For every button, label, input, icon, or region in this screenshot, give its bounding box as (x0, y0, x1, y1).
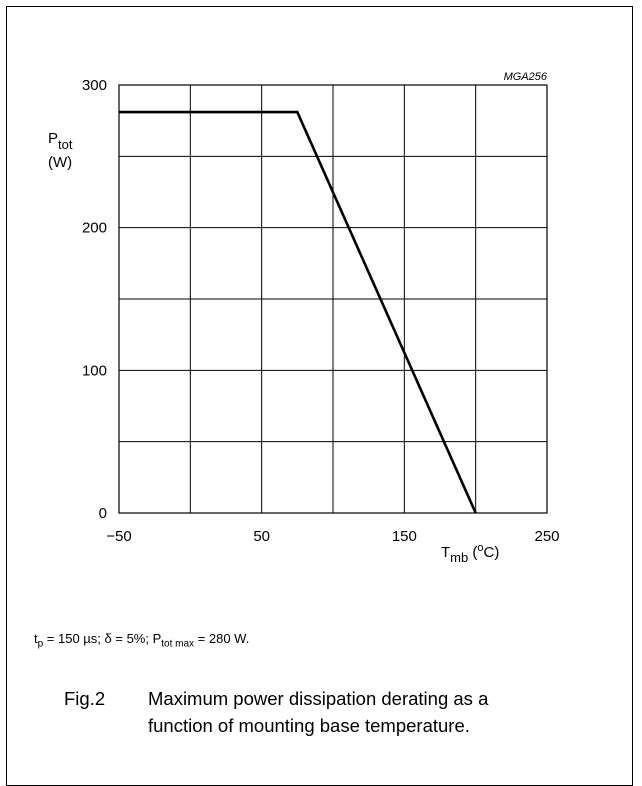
caption-line-2: function of mounting base temperature. (148, 715, 470, 736)
x-axis-unit-close: C) (484, 544, 500, 561)
plot-area-border (118, 84, 548, 514)
chart-grid (118, 84, 548, 514)
figure-code: MGA256 (504, 71, 548, 83)
y-axis-label: Ptot (48, 130, 73, 152)
caption-text: Maximum power dissipation derating as a f… (148, 685, 568, 739)
x-tick-label: 250 (534, 528, 559, 545)
x-axis-unit-open: ( (468, 544, 477, 561)
series-layer (119, 110, 477, 514)
y-tick-label: 300 (82, 77, 107, 94)
x-tick-label: −50 (106, 528, 131, 545)
note-text-a: = 150 µs; δ = 5%; P (43, 631, 162, 646)
y-tick-label: 100 (82, 362, 107, 379)
x-axis-subscript: mb (450, 550, 468, 565)
note-t: t (34, 631, 38, 646)
y-tick-label: 200 (82, 220, 107, 237)
x-tick-label: 150 (392, 528, 417, 545)
x-axis-label: Tmb (oC) (441, 542, 499, 565)
note-t-sub: p (37, 638, 44, 650)
y-axis-symbol: P (48, 130, 58, 147)
test-conditions-note: tp = 150 µs; δ = 5%; Ptot max = 280 W. (34, 631, 249, 650)
x-axis-unit-sup: o (477, 542, 483, 554)
figure-number: Fig.2 (64, 688, 106, 709)
figure-caption: Fig.2 Maximum power dissipation derating … (64, 685, 568, 739)
y-axis-unit: (W) (48, 154, 72, 171)
y-axis-subscript: tot (58, 137, 73, 152)
y-tick-label: 0 (99, 505, 107, 522)
note-p-sub: tot max (161, 638, 195, 650)
x-tick-label: 50 (253, 528, 270, 545)
caption-line-1: Maximum power dissipation derating as a (148, 688, 489, 709)
note-text-b: = 280 W. (194, 631, 250, 646)
power-derating-line (119, 110, 477, 514)
tick-labels: −50 50 150 250 0 100 200 300 (82, 77, 560, 545)
x-axis-symbol: T (441, 544, 450, 561)
